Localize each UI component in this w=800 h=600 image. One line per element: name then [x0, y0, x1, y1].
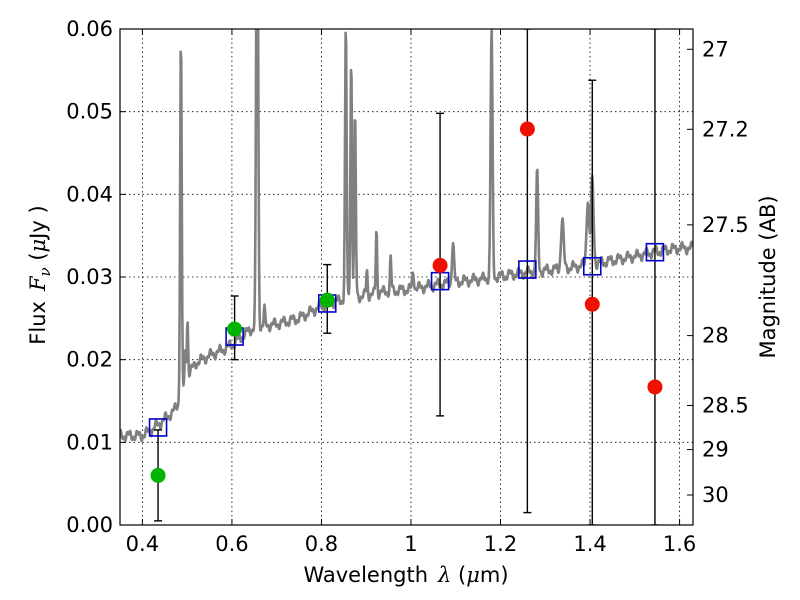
detection-point: [150, 467, 166, 483]
x-tick-label: 0.4: [126, 532, 159, 556]
y-tick-label: 0.05: [66, 100, 113, 124]
x-tick-label: 0.8: [305, 532, 338, 556]
y2-tick-label: 29: [702, 438, 729, 462]
x-tick-label: 1.4: [573, 532, 606, 556]
y-tick-label: 0.00: [66, 513, 113, 537]
nondetection-point: [432, 257, 448, 273]
spectrum-layer: [120, 29, 693, 443]
x-tick-label: 1.6: [663, 532, 696, 556]
nondetection-point: [519, 121, 535, 137]
tick-labels: 0.4 0.6 0.8 1 1.2 1.4 1.6 0.00 0.01 0.02 0.03 0.04 0…: [66, 17, 749, 556]
y2-axis-label: Magnitude (AB): [756, 195, 780, 358]
y-axis-label: FluxFν (μJy ): [26, 205, 54, 344]
error-bars: [154, 29, 659, 525]
y-tick-label: 0.01: [66, 430, 113, 454]
data-markers: [148, 121, 665, 483]
y2-tick-label: 28.5: [702, 394, 749, 418]
model-photometry-square: [518, 260, 537, 279]
x-axis-label: Wavelength λ (μm): [303, 563, 508, 587]
axis-ticks: [120, 28, 693, 526]
nondetection-point: [647, 379, 663, 395]
detection-point: [319, 292, 335, 308]
y2-tick-label: 27.2: [702, 117, 749, 141]
x-tick-label: 0.6: [215, 532, 248, 556]
detection-point: [227, 321, 243, 337]
y-tick-label: 0.04: [66, 182, 113, 206]
y2-tick-label: 30: [702, 483, 729, 507]
y-tick-label: 0.03: [66, 265, 113, 289]
y2-tick-label: 28: [702, 324, 729, 348]
model-spectrum-line: [120, 29, 693, 443]
y2-tick-label: 27: [702, 37, 729, 61]
y-tick-label: 0.06: [66, 17, 113, 41]
x-tick-label: 1: [404, 532, 417, 556]
model-photometry-square: [645, 242, 665, 262]
y2-tick-label: 27.5: [702, 213, 749, 237]
x-tick-label: 1.2: [484, 532, 517, 556]
nondetection-point: [584, 296, 600, 312]
y-tick-label: 0.02: [66, 348, 113, 372]
model-photometry-square: [148, 418, 168, 437]
model-photometry-square: [582, 256, 602, 276]
grid-lines: [120, 28, 693, 526]
